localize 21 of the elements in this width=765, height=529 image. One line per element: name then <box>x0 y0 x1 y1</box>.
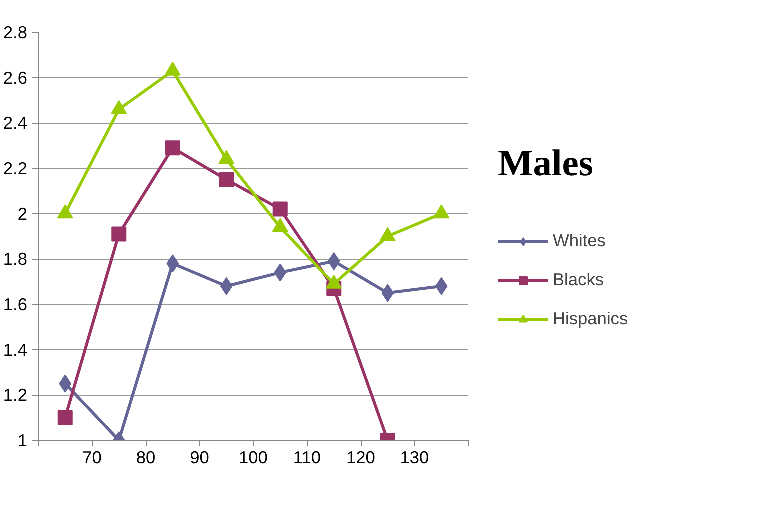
legend-label: Whites <box>553 230 607 252</box>
y-tick-label: 2.2 <box>3 158 28 178</box>
y-tick-label: 2.4 <box>3 113 28 134</box>
x-tick-label: 80 <box>136 448 156 468</box>
x-tick-label: 120 <box>346 448 376 468</box>
x-tick-label: 110 <box>293 448 322 468</box>
x-tick-label: 90 <box>190 448 210 468</box>
y-tick-label: 2 <box>18 204 28 224</box>
y-tick-label: 1.8 <box>3 249 28 270</box>
x-tick-label: 70 <box>82 448 102 468</box>
y-tick-label: 2.6 <box>3 68 28 88</box>
legend-label: Hispanics <box>553 308 630 330</box>
x-tick-label: 100 <box>239 448 268 468</box>
y-tick-label: 1.2 <box>3 385 28 406</box>
text: Males <box>498 142 594 186</box>
legend-label: Blacks <box>553 270 606 290</box>
x-tick-label: 130 <box>400 448 430 468</box>
y-tick-label: 2.8 <box>3 22 28 42</box>
y-tick-label: 1.6 <box>3 294 28 314</box>
y-tick-label: 1.4 <box>3 340 28 360</box>
y-tick-label: 1 <box>18 430 28 450</box>
